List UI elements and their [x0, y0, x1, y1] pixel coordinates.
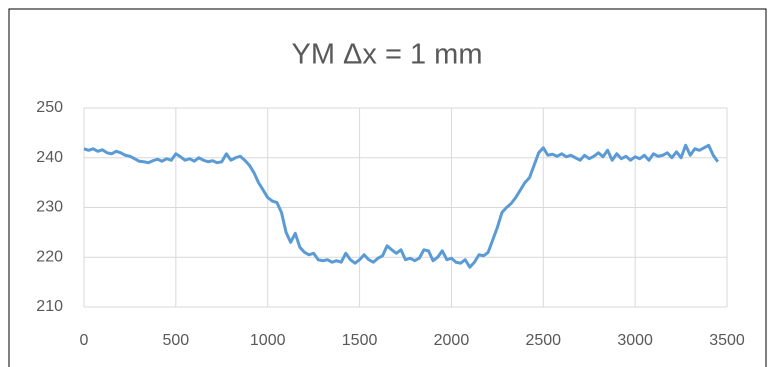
- chart-border: [8, 8, 767, 367]
- y-tick-label: 220: [36, 248, 63, 265]
- y-tick-label: 230: [36, 199, 63, 216]
- data-line: [83, 143, 720, 269]
- x-tick-label: 3500: [709, 332, 745, 349]
- x-tick-label: 2500: [525, 332, 561, 349]
- y-tick-label: 240: [36, 149, 63, 166]
- x-tick-label: 500: [163, 332, 190, 349]
- x-tick-label: 1500: [342, 332, 378, 349]
- x-tick-label: 2000: [434, 332, 470, 349]
- x-tick-label: 1000: [250, 332, 286, 349]
- y-tick-label: 210: [36, 298, 63, 315]
- y-tick-label: 250: [36, 99, 63, 116]
- x-tick-label: 3000: [617, 332, 653, 349]
- x-tick-label: 0: [80, 332, 89, 349]
- chart-title: YM Δx = 1 mm: [292, 39, 483, 71]
